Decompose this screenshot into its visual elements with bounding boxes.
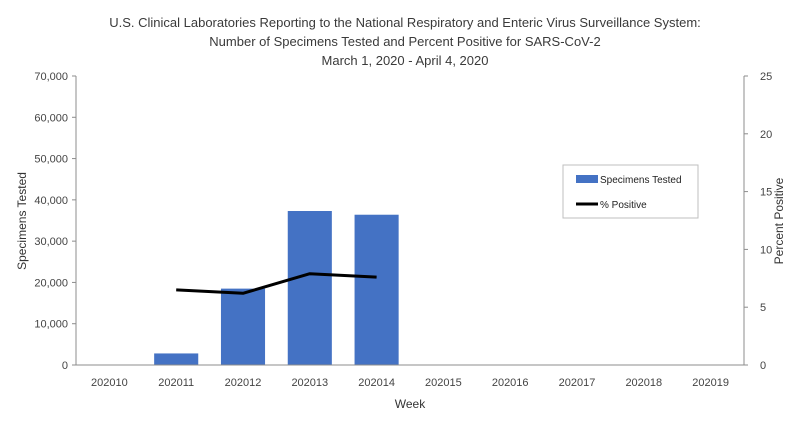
bar-specimens-tested xyxy=(154,353,198,365)
x-axis-title: Week xyxy=(395,397,426,411)
line-series xyxy=(176,274,377,294)
y-left-tick-label: 70,000 xyxy=(34,71,68,83)
y-right-tick-label: 25 xyxy=(760,71,772,83)
x-tick-label: 202015 xyxy=(425,377,462,389)
chart-title-line-3: March 1, 2020 - April 4, 2020 xyxy=(322,53,489,68)
chart-title-line-2: Number of Specimens Tested and Percent P… xyxy=(209,34,600,49)
bar-specimens-tested xyxy=(355,215,399,365)
y-right-tick-label: 15 xyxy=(760,187,772,199)
bar-specimens-tested xyxy=(288,211,332,365)
y-right-tick-label: 5 xyxy=(760,302,766,314)
y-left-tick-label: 40,000 xyxy=(34,195,68,207)
y-left-tick-label: 20,000 xyxy=(34,277,68,289)
y-right-tick-label: 20 xyxy=(760,129,772,141)
y-left-tick-label: 60,000 xyxy=(34,112,68,124)
chart-title: U.S. Clinical Laboratories Reporting to … xyxy=(109,15,701,68)
legend-swatch-specimens xyxy=(576,175,598,183)
x-tick-label: 202019 xyxy=(692,377,729,389)
line-percent-positive xyxy=(176,274,376,294)
y-axis-left-title: Specimens Tested xyxy=(15,172,29,270)
x-tick-label: 202010 xyxy=(91,377,128,389)
x-tick-label: 202014 xyxy=(358,377,395,389)
x-tick-label: 202017 xyxy=(559,377,596,389)
y-left-tick-label: 0 xyxy=(62,360,68,372)
legend: Specimens Tested % Positive xyxy=(563,165,698,218)
y-left-tick-label: 10,000 xyxy=(34,319,68,331)
x-tick-label: 202012 xyxy=(225,377,262,389)
y-left-tick-label: 50,000 xyxy=(34,154,68,166)
x-tick-label: 202013 xyxy=(291,377,328,389)
y-axis-right-title: Percent Positive xyxy=(772,177,786,264)
y-left-tick-label: 30,000 xyxy=(34,236,68,248)
chart-title-line-1: U.S. Clinical Laboratories Reporting to … xyxy=(109,15,701,30)
y-right-tick-label: 10 xyxy=(760,244,772,256)
x-tick-label: 202018 xyxy=(625,377,662,389)
x-tick-label: 202011 xyxy=(158,377,194,389)
legend-label-specimens: Specimens Tested xyxy=(600,175,682,186)
legend-label-positive: % Positive xyxy=(600,200,647,211)
bar-specimens-tested xyxy=(221,289,265,365)
axes: 0 10,000 20,000 30,000 40,000 50,000 60,000 70,… xyxy=(34,71,772,389)
y-right-tick-label: 0 xyxy=(760,360,766,372)
bar-series xyxy=(154,211,398,365)
x-tick-label: 202016 xyxy=(492,377,529,389)
